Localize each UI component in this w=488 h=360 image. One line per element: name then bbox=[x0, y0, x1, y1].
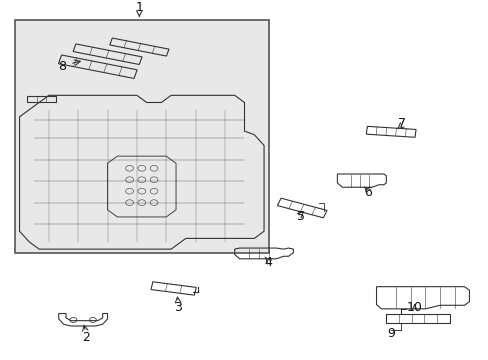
Text: 5: 5 bbox=[296, 211, 304, 224]
Text: 1: 1 bbox=[135, 1, 143, 14]
Text: 9: 9 bbox=[386, 327, 394, 340]
Text: 10: 10 bbox=[406, 301, 422, 314]
Text: 8: 8 bbox=[59, 59, 66, 72]
Text: 6: 6 bbox=[363, 186, 371, 199]
Text: 3: 3 bbox=[174, 301, 182, 314]
Text: 2: 2 bbox=[81, 331, 89, 344]
Text: 4: 4 bbox=[264, 256, 271, 269]
Bar bbox=[15, 20, 268, 253]
Text: 7: 7 bbox=[397, 117, 405, 130]
